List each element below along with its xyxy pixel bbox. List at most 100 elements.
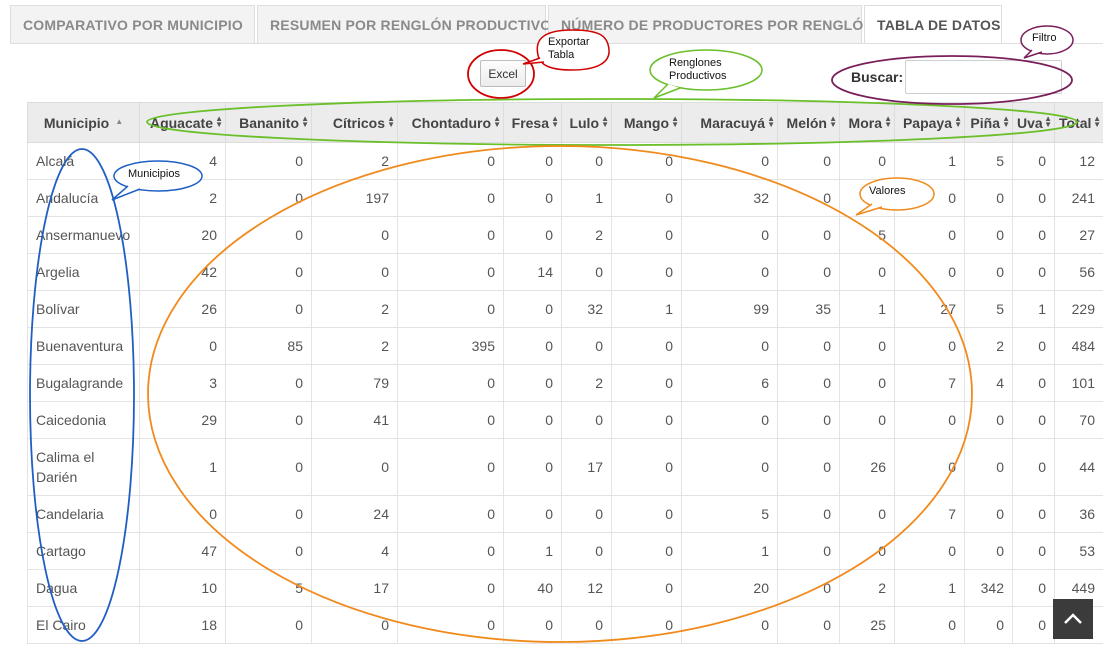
column-header-label: Fresa <box>511 114 549 131</box>
value-cell: 53 <box>1054 532 1103 570</box>
table-row: Caicedonia 29 0 41 0 0 0 0 0 0 0 0 0 0 70 <box>27 401 1103 439</box>
value-cell: 0 <box>777 438 840 496</box>
value-cell: 0 <box>839 532 895 570</box>
column-header-lulo[interactable]: Lulo ▲ ▼ <box>561 102 612 143</box>
value-cell: 0 <box>1012 179 1055 217</box>
column-header-label: Mora <box>848 114 882 131</box>
column-header-uva[interactable]: Uva ▲ ▼ <box>1012 102 1055 143</box>
column-header-mel-n[interactable]: Melón ▲ ▼ <box>777 102 840 143</box>
value-cell: 20 <box>139 216 226 254</box>
value-cell: 29 <box>139 401 226 439</box>
value-cell: 0 <box>561 327 612 365</box>
table-row: Candelaria 0 0 24 0 0 0 0 5 0 0 7 0 0 36 <box>27 495 1103 533</box>
value-cell: 0 <box>964 606 1013 644</box>
column-header-label: Maracuyá <box>700 114 765 131</box>
value-cell: 20 <box>681 569 778 607</box>
column-header-municipio[interactable]: Municipio ▲ <box>27 102 140 143</box>
column-header-bananito[interactable]: Bananito ▲ ▼ <box>225 102 312 143</box>
valores-label: Valores <box>869 185 906 197</box>
column-header-aguacate[interactable]: Aguacate ▲ ▼ <box>139 102 226 143</box>
column-header-fresa[interactable]: Fresa ▲ ▼ <box>503 102 562 143</box>
value-cell: 0 <box>894 253 965 291</box>
value-cell: 41 <box>311 401 398 439</box>
value-cell: 241 <box>1054 179 1103 217</box>
value-cell: 0 <box>397 569 504 607</box>
value-cell: 0 <box>777 532 840 570</box>
value-cell: 0 <box>503 142 562 180</box>
value-cell: 1 <box>503 532 562 570</box>
value-cell: 0 <box>397 495 504 533</box>
value-cell: 342 <box>964 569 1013 607</box>
sort-icon: ▲ ▼ <box>601 114 609 129</box>
value-cell: 0 <box>964 495 1013 533</box>
value-cell: 0 <box>777 179 840 217</box>
value-cell: 0 <box>225 216 312 254</box>
value-cell: 0 <box>1012 327 1055 365</box>
value-cell: 1 <box>894 142 965 180</box>
value-cell: 0 <box>311 606 398 644</box>
municipio-cell: Ansermanuevo <box>27 216 140 254</box>
column-header-maracuy-[interactable]: Maracuyá ▲ ▼ <box>681 102 778 143</box>
tab-resumen[interactable]: RESUMEN POR RENGLÓN PRODUCTIVO <box>257 5 551 43</box>
value-cell: 2 <box>139 179 226 217</box>
value-cell: 40 <box>503 569 562 607</box>
column-header-pi-a[interactable]: Piña ▲ ▼ <box>964 102 1013 143</box>
value-cell: 2 <box>311 290 398 328</box>
sort-icon: ▲ ▼ <box>767 114 775 129</box>
municipio-cell: Caicedonia <box>27 401 140 439</box>
scroll-top-button[interactable] <box>1053 599 1093 639</box>
value-cell: 2 <box>561 364 612 402</box>
tab-bar: COMPARATIVO POR MUNICIPIO RESUMEN POR RE… <box>10 5 1103 44</box>
tab-tabla-datos[interactable]: TABLA DE DATOS <box>864 5 1002 44</box>
renglones-label: Renglones Productivos <box>669 57 727 82</box>
sort-icon: ▲ ▼ <box>301 114 309 129</box>
value-cell: 0 <box>839 401 895 439</box>
column-header-label: Piña <box>970 114 1000 131</box>
value-cell: 101 <box>1054 364 1103 402</box>
value-cell: 0 <box>561 495 612 533</box>
column-header-total[interactable]: Total ▲ ▼ <box>1054 102 1103 143</box>
value-cell: 0 <box>681 327 778 365</box>
value-cell: 0 <box>964 438 1013 496</box>
value-cell: 0 <box>225 179 312 217</box>
value-cell: 56 <box>1054 253 1103 291</box>
municipio-cell: Buenaventura <box>27 327 140 365</box>
sort-icon: ▲ ▼ <box>1044 114 1052 129</box>
filtro-label: Filtro <box>1032 32 1057 44</box>
value-cell: 0 <box>561 401 612 439</box>
value-cell: 0 <box>139 327 226 365</box>
value-cell: 0 <box>225 495 312 533</box>
value-cell: 0 <box>1012 253 1055 291</box>
value-cell: 32 <box>681 179 778 217</box>
sort-icon: ▲ ▼ <box>551 114 559 129</box>
value-cell: 10 <box>139 569 226 607</box>
value-cell: 36 <box>1054 495 1103 533</box>
column-header-papaya[interactable]: Papaya ▲ ▼ <box>894 102 965 143</box>
value-cell: 27 <box>1054 216 1103 254</box>
value-cell: 2 <box>311 142 398 180</box>
municipio-cell: Candelaria <box>27 495 140 533</box>
filtro-pointer <box>1023 49 1043 59</box>
column-header-mango[interactable]: Mango ▲ ▼ <box>611 102 682 143</box>
value-cell: 12 <box>1054 142 1103 180</box>
value-cell: 2 <box>839 569 895 607</box>
value-cell: 0 <box>839 495 895 533</box>
excel-export-button[interactable]: Excel <box>480 60 526 87</box>
tab-comparativo[interactable]: COMPARATIVO POR MUNICIPIO <box>10 5 255 43</box>
value-cell: 85 <box>225 327 312 365</box>
search-input[interactable] <box>905 60 1062 94</box>
value-cell: 0 <box>311 253 398 291</box>
municipio-cell: El Cairo <box>27 606 140 644</box>
value-cell: 0 <box>139 495 226 533</box>
value-cell: 0 <box>397 142 504 180</box>
column-header-mora[interactable]: Mora ▲ ▼ <box>839 102 895 143</box>
value-cell: 5 <box>681 495 778 533</box>
column-header-c-tricos[interactable]: Cítricos ▲ ▼ <box>311 102 398 143</box>
value-cell: 0 <box>225 401 312 439</box>
renglones-pointer <box>653 83 681 99</box>
value-cell: 0 <box>225 253 312 291</box>
value-cell: 0 <box>839 253 895 291</box>
column-header-chontaduro[interactable]: Chontaduro ▲ ▼ <box>397 102 504 143</box>
table-row: Andalucía 2 0 197 0 0 1 0 32 0 0 0 0 241 <box>27 179 1103 217</box>
value-cell: 0 <box>503 327 562 365</box>
